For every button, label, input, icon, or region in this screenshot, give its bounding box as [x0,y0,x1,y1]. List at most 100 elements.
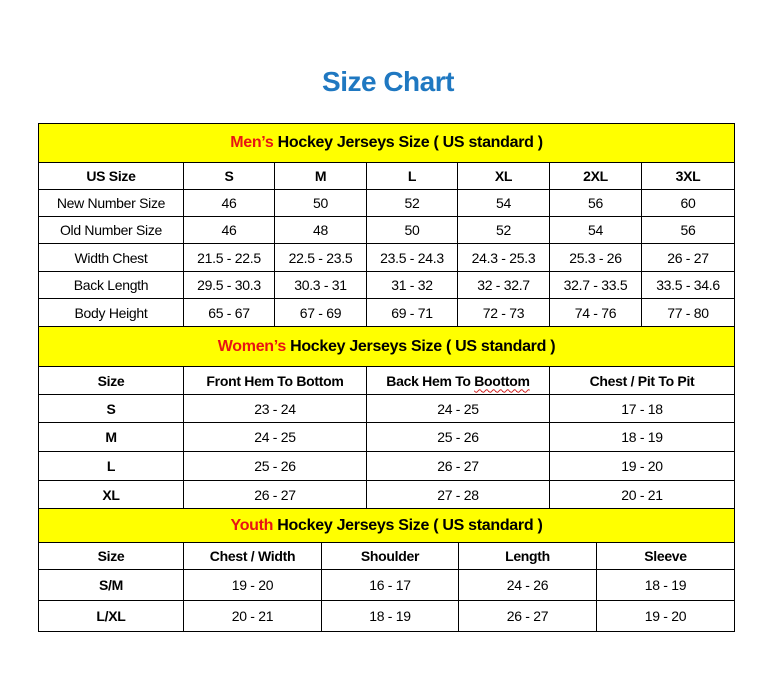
table-row: L/XL 20 - 21 18 - 19 26 - 27 19 - 20 [38,600,735,632]
table-cell: 54 [549,216,642,244]
column-header: M [274,162,367,190]
section-heading-text: Hockey Jerseys Size ( US standard ) [285,337,556,355]
table-row: L 25 - 26 26 - 27 19 - 20 [38,451,736,481]
table-row: S 23 - 24 24 - 25 17 - 18 [38,394,736,423]
table-cell: 24 - 25 [366,394,550,423]
table-cell: 65 - 67 [183,298,275,327]
table-cell: 72 - 73 [457,298,550,327]
table-cell: 21.5 - 22.5 [183,243,275,272]
table-cell: 18 - 19 [596,569,735,601]
table-cell: 23 - 24 [183,394,367,423]
column-header: 3XL [640,162,736,190]
column-header: S [183,162,275,190]
table-cell: 32.7 - 33.5 [549,271,642,299]
row-label: Width Chest [38,243,184,272]
table-cell: 31 - 32 [366,271,458,299]
column-header-label: M [314,168,327,184]
table-row: Old Number Size 46 48 50 52 54 56 [38,216,736,244]
table-cell: 24 - 26 [458,569,597,601]
table-cell: 19 - 20 [183,569,322,601]
table-cell: 26 - 27 [366,451,550,481]
table-cell: 22.5 - 23.5 [274,243,367,272]
table-cell: 50 [366,216,458,244]
column-header-label: S [224,168,234,184]
table-cell: 18 - 19 [321,600,459,632]
column-header: L [366,162,458,190]
column-header-label: US Size [86,168,136,184]
table-row: Width Chest 21.5 - 22.5 22.5 - 23.5 23.5 - … [38,243,736,272]
table-cell: 33.5 - 34.6 [640,271,736,299]
column-header-label: Chest / Pit To Pit [589,372,695,389]
table-cell: 74 - 76 [549,298,642,327]
column-header-label: Back Hem To Boottom [386,372,530,389]
table-row: Body Height 65 - 67 67 - 69 69 - 71 72 - 73 7… [38,298,736,327]
size-chart: Men’s Hockey Jerseys Size ( US standard … [37,123,736,632]
table-header-row: Size Front Hem To Bottom Back Hem To Boott… [38,366,736,395]
column-header: Size [38,366,184,395]
column-header-label: XL [494,168,513,184]
table-cell: 69 - 71 [366,298,458,327]
table-cell: 60 [640,189,736,217]
women-section-heading: Women’s Hockey Jerseys Size ( US standar… [37,326,736,367]
table-cell: 19 - 20 [596,600,735,632]
row-label: L/XL [38,600,184,632]
table-row: Back Length 29.5 - 30.3 30.3 - 31 31 - 32 32… [38,271,736,299]
table-cell: 16 - 17 [321,569,459,601]
row-label: Body Height [38,298,184,327]
column-header-label: Sleeve [644,548,687,564]
misspelled-word: Boottom [474,372,530,389]
table-header-row: US Size S M L XL 2XL 3XL [38,162,736,190]
column-header: Size [38,542,184,570]
table-cell: 52 [366,189,458,217]
table-cell: 19 - 20 [548,451,736,481]
column-header: 2XL [549,162,642,190]
table-cell: 26 - 27 [458,600,597,632]
column-header-label: Shoulder [360,548,420,564]
table-cell: 24.3 - 25.3 [457,243,550,272]
table-row: M 24 - 25 25 - 26 18 - 19 [38,422,736,452]
row-label: S/M [38,569,184,601]
table-cell: 56 [549,189,642,217]
column-header: Back Hem To Boottom [366,366,550,395]
table-cell: 23.5 - 24.3 [366,243,458,272]
column-header-label: Size [97,372,125,389]
table-row: S/M 19 - 20 16 - 17 24 - 26 18 - 19 [38,569,735,601]
column-header-label: Size [97,548,125,564]
row-label: L [38,451,184,481]
column-header: Chest / Pit To Pit [548,366,736,395]
column-header-label: Length [505,548,550,564]
youth-size-table: Youth Hockey Jerseys Size ( US standard … [38,508,735,632]
table-cell: 67 - 69 [274,298,367,327]
table-cell: 32 - 32.7 [457,271,550,299]
column-header: Sleeve [596,542,735,570]
table-cell: 54 [457,189,550,217]
column-header-label: L [407,168,417,184]
table-cell: 25 - 26 [366,422,550,452]
table-cell: 24 - 25 [183,422,367,452]
table-cell: 29.5 - 30.3 [183,271,275,299]
section-heading-text: Hockey Jerseys Size ( US standard ) [273,134,543,151]
table-cell: 18 - 19 [548,422,736,452]
column-header-label: Front Hem To Bottom [206,372,344,389]
table-cell: 46 [183,189,275,217]
column-header: Shoulder [321,542,459,570]
table-cell: 25 - 26 [183,451,367,481]
table-cell: 48 [274,216,367,244]
row-label: S [38,394,184,423]
table-cell: 30.3 - 31 [274,271,367,299]
table-cell: 77 - 80 [640,298,736,327]
row-label: XL [38,480,184,509]
table-cell: 27 - 28 [366,480,550,509]
table-cell: 52 [457,216,550,244]
column-header: US Size [38,162,184,190]
women-size-table: Women’s Hockey Jerseys Size ( US standar… [37,326,736,509]
column-header-label: Chest / Width [209,548,296,564]
table-cell: 50 [274,189,367,217]
column-header: Chest / Width [183,542,322,570]
section-heading-highlight: Youth [230,516,274,534]
table-cell: 56 [640,216,736,244]
table-cell: 17 - 18 [548,394,736,423]
table-cell: 20 - 21 [548,480,736,509]
row-label: New Number Size [38,189,184,217]
table-cell: 25.3 - 26 [549,243,642,272]
